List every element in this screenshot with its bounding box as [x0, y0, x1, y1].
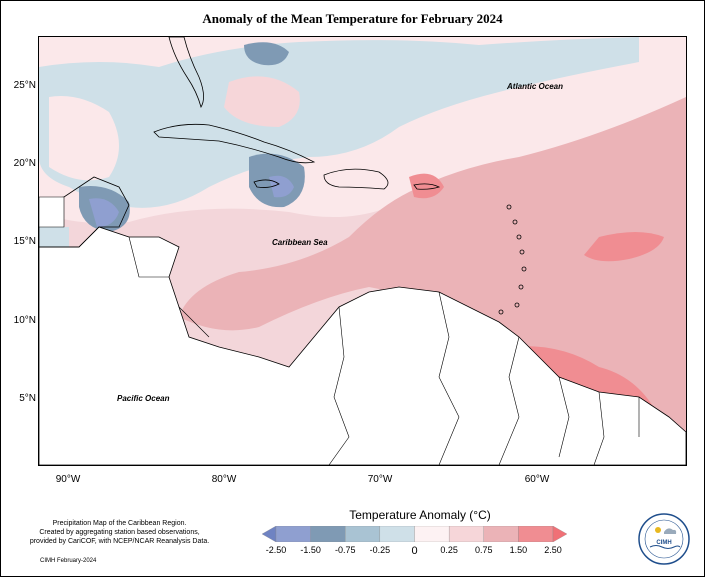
hispaniola-outline: [323, 168, 389, 190]
belize-patch: [39, 196, 65, 228]
anomaly-zone-hot: [584, 232, 664, 262]
puerto-rico-outline: [413, 183, 441, 190]
legend-swatch: [448, 526, 484, 542]
anomaly-zone-hot: [409, 173, 444, 199]
label-pacific-ocean: Pacific Ocean: [117, 394, 170, 403]
cloud-icon: [664, 528, 677, 534]
anomaly-zone-warm: [224, 76, 300, 127]
legend-label: 0: [411, 545, 418, 557]
legend-swatch: [262, 526, 277, 542]
legend-label: 2.50: [544, 545, 562, 555]
wave-icon: [649, 545, 681, 549]
lat-tick: 25°N: [13, 80, 36, 91]
credit-date: CIMH February-2024: [40, 558, 97, 564]
land-outline: [39, 176, 130, 248]
sun-icon: [655, 527, 661, 533]
lat-tick: 20°N: [13, 158, 36, 169]
jamaica-outline: [253, 179, 280, 188]
legend-title: Temperature Anomaly (°C): [349, 508, 491, 522]
credit-line: Precipitation Map of the Caribbean Regio…: [52, 520, 187, 527]
lat-tick: 15°N: [13, 236, 36, 247]
map-panel: [38, 36, 687, 466]
legend-swatch: [379, 526, 415, 542]
legend-swatch: [275, 526, 311, 542]
anomaly-zone-light: [49, 96, 119, 181]
florida-outline: [168, 37, 204, 109]
country-borders: [128, 236, 640, 465]
label-caribbean-sea: Caribbean Sea: [272, 238, 328, 247]
label-atlantic-ocean: Atlantic Ocean: [507, 82, 564, 91]
legend-swatch: [414, 526, 450, 542]
legend-label: -2.50: [265, 545, 287, 555]
cimh-logo: CIMH: [638, 513, 690, 565]
lesser-antilles: [498, 204, 527, 315]
legend-swatch: [518, 526, 554, 542]
lon-tick: 70°W: [367, 474, 393, 485]
legend-swatch: [552, 526, 567, 542]
credit-line: Created by aggregating station based obs…: [39, 529, 200, 536]
anomaly-zone-colder: [269, 175, 294, 198]
land-mass: [39, 226, 686, 465]
anomaly-zone-cold: [244, 42, 289, 66]
logo-text: CIMH: [656, 540, 671, 546]
legend-label: 0.75: [474, 545, 493, 555]
credit-text: Precipitation Map of the Caribbean Regio…: [12, 519, 227, 546]
legend-swatch: [310, 526, 346, 542]
lat-tick: 5°N: [19, 393, 36, 404]
anomaly-zone-colder: [89, 198, 119, 227]
cuba-outline: [153, 123, 316, 164]
legend-swatch: [483, 526, 519, 542]
lat-tick: 10°N: [13, 315, 36, 326]
lon-tick: 60°W: [524, 474, 550, 485]
legend-label: -1.50: [300, 545, 321, 555]
map-title: Anomaly of the Mean Temperature for Febr…: [202, 11, 503, 26]
credit-line: provided by CariCOF, with NCEP/NCAR Rean…: [29, 538, 210, 545]
legend-label: 1.50: [509, 545, 528, 555]
legend-label: -0.75: [334, 545, 356, 555]
legend-colorbar: [262, 526, 567, 542]
lon-tick: 90°W: [55, 474, 81, 485]
legend-label: -0.25: [369, 545, 391, 555]
legend-swatch: [345, 526, 381, 542]
lon-tick: 80°W: [211, 474, 237, 485]
anomaly-map: [39, 37, 686, 465]
legend-label: 0.25: [440, 545, 458, 555]
